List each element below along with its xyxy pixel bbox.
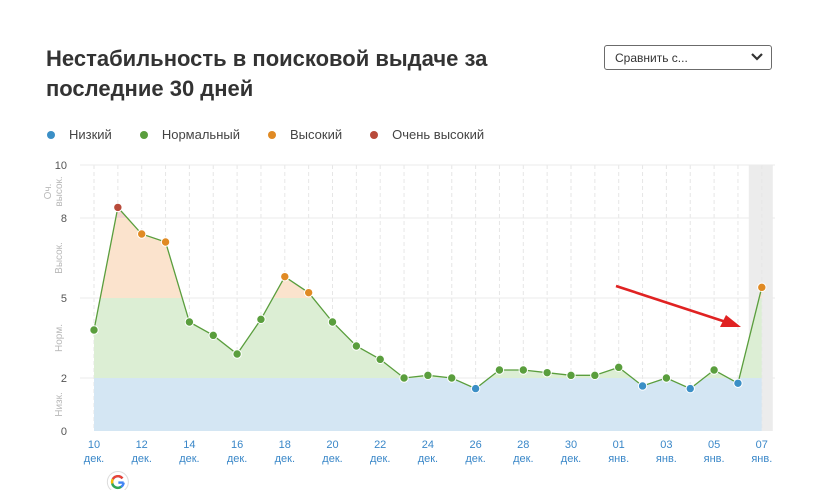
x-tick-label: дек. xyxy=(561,453,581,465)
x-tick-label: дек. xyxy=(418,453,438,465)
data-point xyxy=(542,367,552,378)
legend-dot-very-high xyxy=(370,130,379,139)
data-point xyxy=(447,373,457,383)
data-point xyxy=(351,341,362,351)
x-tick-label: дек. xyxy=(370,453,390,465)
zone-label-text: Низк. xyxy=(54,392,65,417)
data-point xyxy=(280,271,290,282)
x-tick-label: янв. xyxy=(751,453,772,465)
data-point xyxy=(494,365,505,375)
x-tick-label: 12 xyxy=(136,439,148,451)
x-tick-label: дек. xyxy=(322,453,342,465)
x-tick-label: 30 xyxy=(565,439,577,451)
zone-label-text: высок. xyxy=(54,176,65,206)
x-tick-label: 22 xyxy=(374,439,386,451)
x-tick-label: 14 xyxy=(183,439,195,451)
data-point xyxy=(303,287,314,298)
x-tick-label: дек. xyxy=(131,453,151,465)
data-point xyxy=(89,325,99,335)
zone-label: Норм. xyxy=(54,324,65,352)
legend-label-low: Низкий xyxy=(69,127,112,142)
data-point xyxy=(685,383,695,394)
chevron-down-icon xyxy=(751,53,763,61)
x-tick-label: дек. xyxy=(275,453,295,465)
zone-label-text: Норм. xyxy=(54,324,65,352)
data-point xyxy=(232,349,242,359)
chart-legend: Низкий Нормальный Высокий Очень высокий xyxy=(47,127,512,142)
y-tick-label: 2 xyxy=(61,373,67,385)
data-point xyxy=(757,282,767,293)
google-icon xyxy=(106,471,129,490)
x-tick-label: янв. xyxy=(656,453,677,465)
legend-dot-low xyxy=(47,130,55,139)
legend-label-high: Высокий xyxy=(290,127,343,142)
page-title: Нестабильность в поисковой выдаче за пос… xyxy=(46,46,488,101)
data-point xyxy=(423,370,433,381)
annotation-arrow-line xyxy=(615,284,727,324)
legend-item-very-high[interactable]: Очень высокий xyxy=(370,127,484,142)
data-point xyxy=(661,373,672,383)
x-tick-label: дек. xyxy=(465,453,485,465)
data-point xyxy=(566,370,576,381)
x-tick-label: 16 xyxy=(231,439,243,451)
x-tick-label: 18 xyxy=(279,439,291,451)
zone-label: Оч. высок. xyxy=(43,176,65,206)
legend-item-low[interactable]: Низкий xyxy=(47,127,112,142)
data-point xyxy=(709,365,719,375)
x-tick-label: дек. xyxy=(227,453,247,465)
data-point xyxy=(375,354,385,365)
x-tick-label: 07 xyxy=(756,439,768,451)
x-tick-label: 05 xyxy=(708,439,720,451)
x-tick-label: 10 xyxy=(88,439,100,451)
x-tick-label: 20 xyxy=(326,439,338,451)
data-point xyxy=(256,314,266,325)
x-tick-label: дек. xyxy=(179,453,199,465)
zone-label: Низк. xyxy=(54,392,65,417)
data-point xyxy=(518,365,528,375)
compare-select[interactable]: Сравнить с... xyxy=(604,45,772,70)
y-tick-label: 10 xyxy=(55,160,67,172)
zone-label: Высок. xyxy=(54,242,65,274)
data-point xyxy=(113,202,123,213)
legend-dot-high xyxy=(268,130,276,139)
area-fill-normal xyxy=(94,298,762,378)
y-tick-label: 8 xyxy=(61,213,67,225)
compare-select-label: Сравнить с... xyxy=(615,51,688,65)
x-tick-label: 01 xyxy=(613,439,625,451)
google-icon-green xyxy=(111,483,122,490)
data-point xyxy=(208,330,218,341)
x-tick-label: 03 xyxy=(660,439,672,451)
zone-label-text: Оч. xyxy=(43,184,54,200)
data-point xyxy=(590,370,600,381)
legend-item-high[interactable]: Высокий xyxy=(268,127,342,142)
data-point xyxy=(399,373,409,383)
data-point xyxy=(160,237,171,247)
area-fill-low xyxy=(94,378,762,431)
data-point xyxy=(184,317,195,327)
legend-item-normal[interactable]: Нормальный xyxy=(139,127,240,142)
data-point xyxy=(137,229,147,239)
y-tick-label: 5 xyxy=(61,293,67,305)
google-icon-red xyxy=(111,474,124,480)
legend-dot-normal xyxy=(139,130,148,139)
x-tick-label: 28 xyxy=(517,439,529,451)
data-point xyxy=(327,317,338,327)
google-icon-yellow xyxy=(110,478,114,484)
data-point xyxy=(637,381,648,391)
x-tick-label: 24 xyxy=(422,439,434,451)
annotation-arrow-head xyxy=(720,315,741,327)
x-tick-label: янв. xyxy=(704,453,725,465)
x-tick-label: янв. xyxy=(608,453,629,465)
data-point xyxy=(614,362,624,373)
zone-label-text: Высок. xyxy=(54,242,65,274)
legend-label-normal: Нормальный xyxy=(161,127,240,142)
x-tick-label: дек. xyxy=(513,453,533,465)
data-point xyxy=(733,378,743,388)
legend-label-very-high: Очень высокий xyxy=(392,127,485,142)
y-tick-label: 0 xyxy=(61,426,67,438)
x-tick-label: дек. xyxy=(84,453,104,465)
data-point xyxy=(470,383,481,394)
x-tick-label: 26 xyxy=(469,439,481,451)
